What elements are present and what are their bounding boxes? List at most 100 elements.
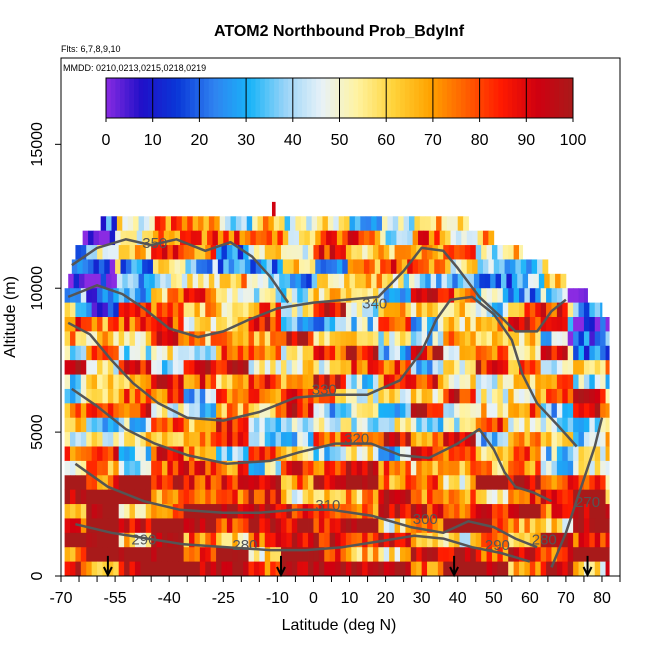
heatmap-cell <box>345 532 352 548</box>
heatmap-cell <box>279 273 285 289</box>
heatmap-cell <box>324 489 331 505</box>
heatmap-cell <box>107 245 114 260</box>
heatmap-cell <box>129 504 136 519</box>
heatmap-cell <box>106 273 112 289</box>
heatmap-cell <box>497 331 504 347</box>
heatmap-cell <box>275 417 282 433</box>
heatmap-cell <box>308 374 314 390</box>
heatmap-cell <box>118 245 125 260</box>
heatmap-cell <box>362 360 368 375</box>
heatmap-cell <box>75 360 82 375</box>
heatmap-cell <box>535 388 542 404</box>
colorbar-swatch <box>269 78 275 118</box>
heatmap-cell <box>400 302 406 318</box>
heatmap-cell <box>573 417 579 433</box>
heatmap-cell <box>378 504 385 519</box>
heatmap-cell <box>567 288 574 304</box>
heatmap-cell <box>302 446 309 462</box>
heatmap-cell <box>356 547 363 563</box>
colorbar-tick-label: 50 <box>331 132 349 149</box>
heatmap-cell <box>199 561 206 576</box>
profile-arrows <box>102 555 593 578</box>
heatmap-cell <box>178 245 185 260</box>
heatmap-cell <box>86 446 93 462</box>
heatmap-cell <box>432 432 439 447</box>
heatmap-cell <box>508 547 515 563</box>
heatmap-cell <box>372 547 379 563</box>
heatmap-cell <box>589 547 596 563</box>
heatmap-cell <box>194 446 201 462</box>
heatmap-cell <box>205 489 212 505</box>
heatmap-cell <box>86 460 93 476</box>
heatmap-cell <box>104 259 111 275</box>
heatmap-cell <box>216 388 222 404</box>
heatmap-cell <box>448 460 455 476</box>
heatmap-cell <box>259 532 266 548</box>
heatmap-cell <box>427 374 433 390</box>
heatmap-cell <box>308 561 314 576</box>
heatmap-cell <box>226 360 233 375</box>
heatmap-cell <box>367 561 374 576</box>
heatmap-cell <box>475 518 482 534</box>
x-tick-label: 30 <box>413 590 431 607</box>
heatmap-cell <box>280 245 287 260</box>
heatmap-cell <box>253 432 260 447</box>
heatmap-cell <box>221 403 228 419</box>
heatmap-cell <box>282 259 289 275</box>
heatmap-cell <box>578 547 585 563</box>
heatmap-cell <box>524 561 531 576</box>
heatmap-cell <box>556 518 563 534</box>
heatmap-cell <box>156 302 163 318</box>
heatmap-cell <box>437 561 444 576</box>
heatmap-cell <box>248 547 255 563</box>
contour-lines <box>67 238 604 568</box>
heatmap-cell <box>454 547 460 563</box>
heatmap-cell <box>349 216 356 232</box>
heatmap-cell <box>508 518 515 534</box>
heatmap-cell <box>464 460 471 476</box>
heatmap-cell <box>546 518 552 534</box>
heatmap-cell <box>302 345 309 361</box>
heatmap-cell <box>221 317 228 332</box>
heatmap-cell <box>600 388 606 404</box>
heatmap-cell <box>97 446 103 462</box>
heatmap-cell <box>464 504 471 519</box>
heatmap-cell <box>529 403 536 419</box>
heatmap-cell <box>264 245 271 260</box>
heatmap-cell <box>120 230 127 246</box>
heatmap-cell <box>91 489 98 505</box>
heatmap-cell <box>302 460 309 476</box>
colorbar-swatch <box>222 78 228 118</box>
heatmap-cell <box>161 561 168 576</box>
colorbar-swatch <box>498 78 504 118</box>
heatmap-cell <box>573 302 579 318</box>
heatmap-cell <box>189 460 195 476</box>
heatmap-cell <box>372 403 379 419</box>
heatmap-cell <box>313 245 320 260</box>
heatmap-cell <box>140 288 147 304</box>
heatmap-cell <box>270 317 276 332</box>
heatmap-cell <box>356 532 363 548</box>
heatmap-cell <box>97 532 103 548</box>
heatmap-cell <box>443 446 450 462</box>
heatmap-cell <box>459 504 466 519</box>
heatmap-cell <box>237 245 244 260</box>
heatmap-cell <box>125 230 132 246</box>
heatmap-cell <box>239 230 246 246</box>
heatmap-cell <box>600 547 606 563</box>
heatmap-cell <box>248 288 255 304</box>
heatmap-cell <box>217 259 224 275</box>
heatmap-cell <box>383 403 390 419</box>
heatmap-cell <box>513 374 520 390</box>
colorbar-swatch <box>554 78 560 118</box>
heatmap-cell <box>340 475 347 491</box>
heatmap-cell <box>372 489 379 505</box>
heatmap-cell <box>205 245 212 260</box>
heatmap-cell <box>524 504 531 519</box>
heatmap-cell <box>102 331 109 347</box>
contour-line-350 <box>71 238 290 304</box>
colorbar-swatch <box>110 78 116 118</box>
chart-title: ATOM2 Northbound Prob_BdyInf <box>214 23 465 40</box>
heatmap-cell <box>562 460 569 476</box>
heatmap-cell <box>583 547 590 563</box>
